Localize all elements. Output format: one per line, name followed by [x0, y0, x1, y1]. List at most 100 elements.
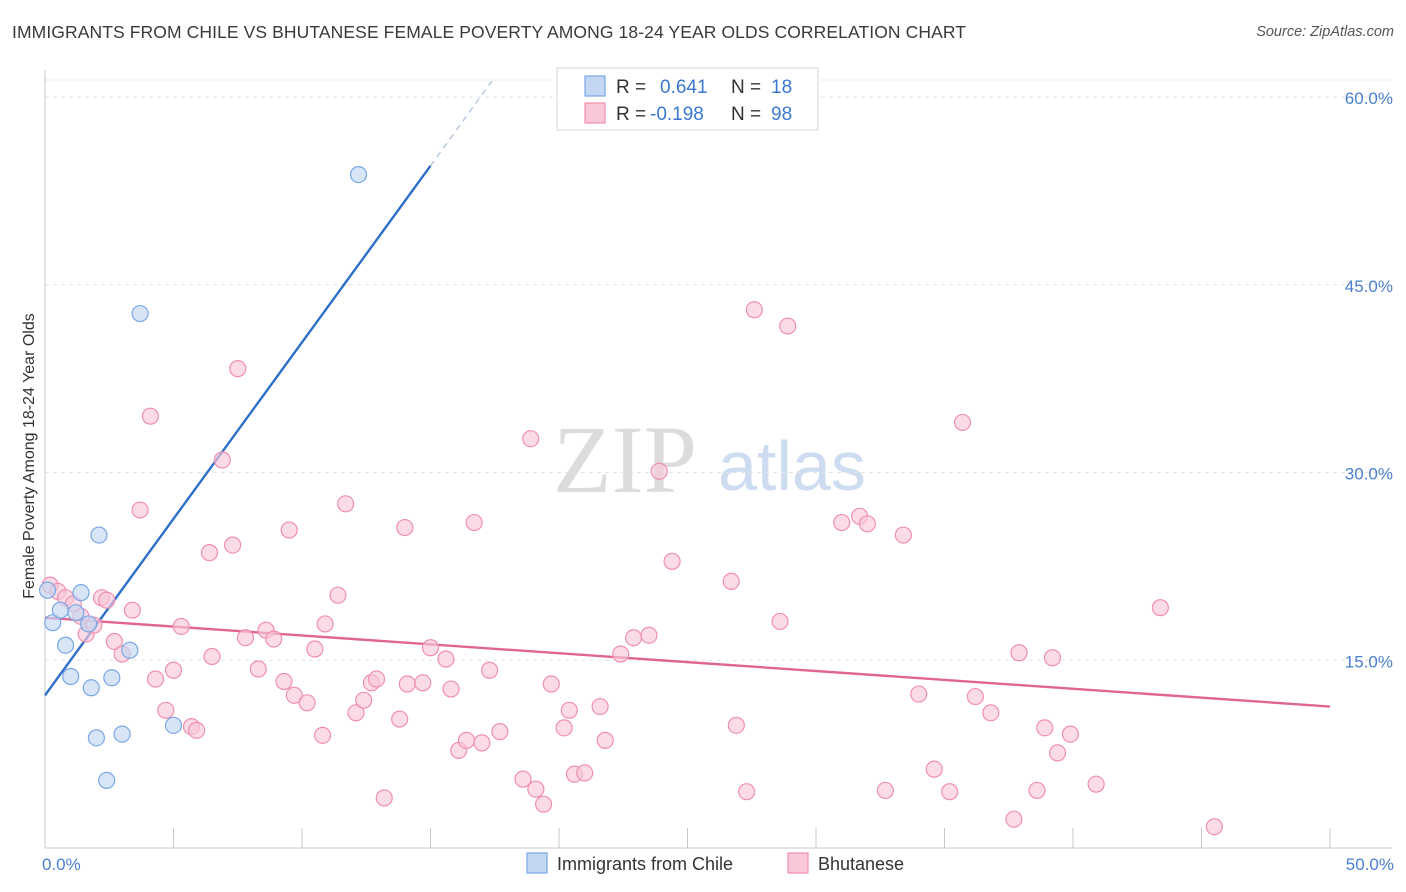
data-point-bhutanese	[745, 301, 763, 319]
data-point-bhutanese	[555, 719, 573, 737]
data-point-bhutanese	[398, 675, 416, 693]
data-point-bhutanese	[953, 413, 972, 432]
data-point-bhutanese	[164, 661, 183, 679]
data-point-bhutanese	[224, 536, 242, 554]
data-point-bhutanese	[473, 734, 491, 752]
data-point-bhutanese	[833, 513, 851, 532]
data-point-bhutanese	[306, 640, 324, 658]
y-tick-label: 15.0%	[1345, 652, 1393, 671]
bottom-legend-label-chile: Immigrants from Chile	[557, 854, 733, 874]
data-point-bhutanese	[522, 430, 540, 448]
trend-line-bhutanese	[44, 616, 1331, 708]
data-point-bhutanese	[229, 360, 247, 378]
trend-line-chile	[44, 165, 432, 697]
data-point-bhutanese	[612, 645, 630, 663]
data-point-bhutanese	[910, 685, 928, 703]
data-point-bhutanese	[442, 680, 460, 698]
data-point-bhutanese	[157, 701, 175, 719]
data-point-bhutanese	[1036, 719, 1054, 737]
data-point-bhutanese	[925, 760, 943, 778]
chart-source: Source: ZipAtlas.com	[1256, 24, 1394, 40]
data-point-bhutanese	[514, 770, 532, 788]
data-point-bhutanese	[534, 795, 553, 813]
data-point-chile	[90, 526, 108, 544]
data-point-chile	[67, 604, 85, 622]
legend-n-label-1: N =	[731, 77, 761, 98]
data-point-bhutanese	[650, 462, 668, 480]
data-point-bhutanese	[966, 687, 984, 706]
data-point-bhutanese	[396, 518, 414, 537]
data-point-bhutanese	[265, 630, 283, 648]
data-point-bhutanese	[437, 650, 455, 668]
bottom-legend-label-bhutanese: Bhutanese	[818, 854, 904, 874]
data-point-bhutanese	[640, 626, 658, 644]
data-point-chile	[38, 581, 57, 599]
data-point-bhutanese	[367, 670, 386, 688]
legend-n-value-2: 98	[771, 104, 792, 125]
trend-lines	[44, 76, 1331, 708]
x-tick-label-min: 0.0%	[42, 855, 81, 874]
data-point-bhutanese	[779, 317, 797, 335]
data-point-bhutanese	[876, 781, 894, 800]
data-point-bhutanese	[98, 591, 116, 609]
data-point-bhutanese	[313, 726, 332, 744]
data-point-bhutanese	[131, 501, 149, 519]
trend-line-chile-extension	[430, 76, 496, 167]
data-point-bhutanese	[123, 601, 141, 619]
data-point-bhutanese	[141, 407, 159, 425]
data-point-bhutanese	[771, 612, 789, 631]
bottom-legend-swatch-chile	[526, 852, 548, 874]
data-point-bhutanese	[542, 675, 560, 693]
legend-n-value-1: 18	[771, 77, 792, 98]
data-point-bhutanese	[596, 731, 614, 749]
data-point-bhutanese	[285, 686, 303, 704]
data-point-bhutanese	[421, 639, 440, 657]
data-point-bhutanese	[624, 629, 643, 647]
data-point-bhutanese	[738, 783, 756, 801]
data-point-bhutanese	[213, 451, 231, 469]
data-point-chile	[131, 304, 149, 323]
data-point-chile	[80, 615, 98, 633]
bottom-legend-swatch-bhutanese	[787, 852, 809, 874]
data-point-chile	[349, 166, 368, 184]
data-point-chile	[103, 669, 121, 687]
data-point-bhutanese	[329, 586, 347, 604]
watermark-atlas: atlas	[718, 427, 866, 505]
data-point-bhutanese	[1205, 818, 1223, 836]
data-point-bhutanese	[391, 710, 409, 728]
legend-swatch-bhutanese	[584, 102, 606, 124]
data-point-bhutanese	[203, 647, 221, 666]
data-point-chile	[87, 729, 106, 747]
data-point-chile	[62, 667, 80, 686]
data-point-chile	[164, 716, 183, 734]
data-point-bhutanese	[375, 789, 393, 807]
data-point-bhutanese	[727, 716, 745, 734]
y-tick-label: 30.0%	[1345, 465, 1393, 484]
data-point-bhutanese	[316, 615, 334, 633]
legend-r-label-2: R =	[616, 104, 646, 125]
watermark-zip: ZIP	[553, 406, 697, 513]
data-point-bhutanese	[347, 704, 365, 722]
data-point-chile	[51, 601, 70, 619]
data-point-bhutanese	[1151, 599, 1169, 617]
data-point-bhutanese	[591, 697, 609, 716]
data-point-bhutanese	[491, 722, 509, 741]
data-point-bhutanese	[275, 672, 293, 691]
bottom-legend: Immigrants from Chile Bhutanese	[526, 852, 904, 874]
data-point-bhutanese	[146, 670, 165, 688]
y-axis-label: Female Poverty Among 18-24 Year Olds	[21, 313, 38, 599]
legend-swatch-chile	[584, 75, 606, 97]
chart-title: IMMIGRANTS FROM CHILE VS BHUTANESE FEMAL…	[12, 22, 967, 42]
data-points	[38, 166, 1223, 836]
data-point-chile	[44, 614, 62, 632]
data-point-bhutanese	[527, 780, 545, 798]
data-point-bhutanese	[576, 764, 594, 782]
data-point-bhutanese	[200, 544, 219, 562]
grid-lines	[45, 79, 1392, 661]
legend-r-label-1: R =	[616, 77, 646, 98]
data-point-bhutanese	[941, 783, 959, 801]
data-point-bhutanese	[1087, 775, 1105, 793]
legend-n-label-2: N =	[731, 104, 761, 125]
legend-r-value-2: -0.198	[650, 104, 704, 125]
